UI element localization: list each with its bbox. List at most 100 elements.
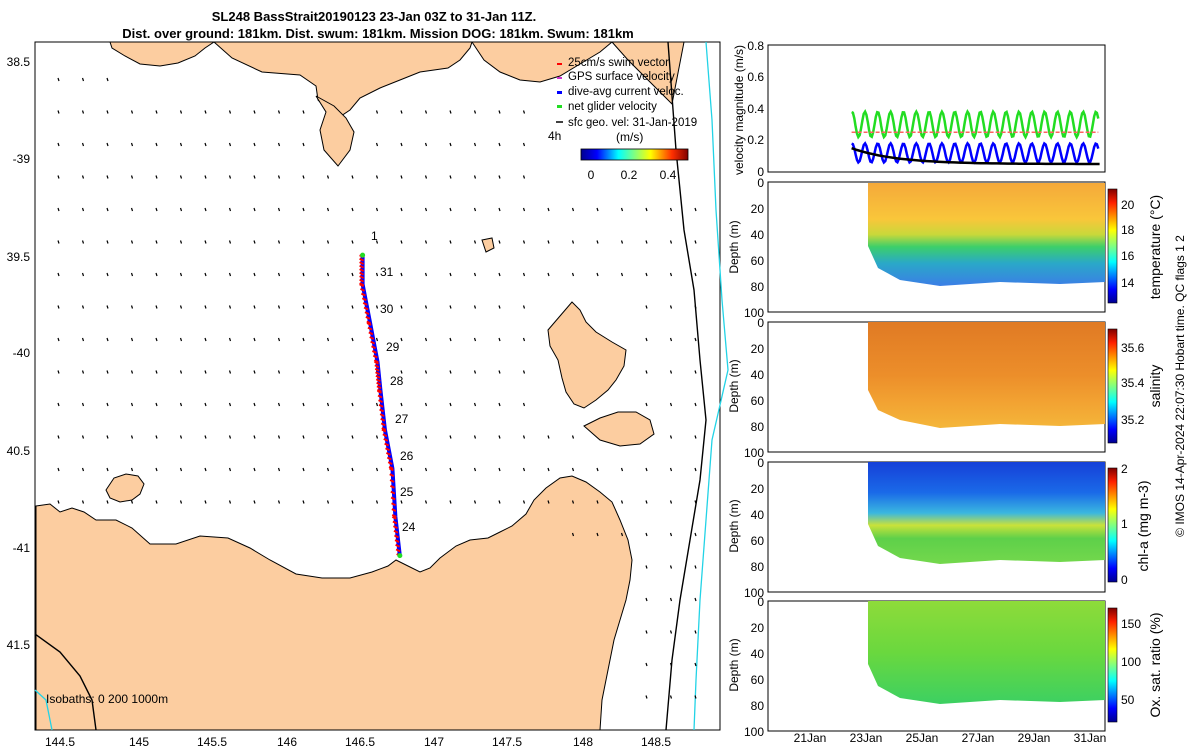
geostrophic-vector	[694, 467, 697, 472]
geostrophic-vector	[253, 175, 256, 179]
y-tick: -41	[13, 541, 31, 555]
geostrophic-vector	[473, 110, 477, 114]
geostrophic-vector	[81, 337, 85, 342]
y-tick: 0.8	[747, 39, 764, 53]
swim-vector	[359, 257, 365, 262]
depth-tick: 20	[751, 342, 765, 356]
swim-vector	[374, 364, 380, 369]
geostrophic-vector	[179, 370, 183, 374]
geostrophic-vector	[179, 435, 183, 439]
geostrophic-vector	[547, 467, 550, 472]
geostrophic-vector	[694, 662, 697, 667]
geostrophic-vector	[522, 207, 526, 212]
isobath-1000m-west	[34, 689, 53, 731]
geostrophic-vector	[106, 240, 109, 244]
time-tick: 29Jan	[1018, 731, 1051, 745]
geostrophic-vector	[204, 305, 207, 309]
geostrophic-vector	[694, 500, 697, 504]
geostrophic-vector	[449, 207, 452, 212]
glider-track	[359, 252, 403, 559]
geostrophic-vector	[424, 467, 428, 472]
map-panel: 1 31 30 29 28 27 26 25 24 25cm/s swim ve…	[7, 41, 729, 749]
y-axis-label: Depth (m)	[727, 638, 741, 691]
geostrophic-vector	[400, 305, 403, 309]
day-label: 30	[380, 302, 394, 316]
geostrophic-vector	[498, 305, 501, 309]
depth-tick: 80	[751, 560, 765, 574]
salinity-panel: 35.2 35.4 35.6 salinity Depth (m)	[727, 321, 1163, 453]
swim-vector	[359, 275, 365, 280]
geostrophic-vector	[57, 435, 60, 439]
geostrophic-vector	[620, 272, 624, 277]
geostrophic-vector	[228, 305, 232, 309]
geostrophic-vector	[571, 532, 575, 537]
geostrophic-vector-field	[57, 77, 697, 699]
swim-vector	[391, 513, 397, 518]
geostrophic-vector	[228, 337, 232, 342]
geostrophic-vector	[571, 435, 575, 439]
geostrophic-vector	[498, 402, 501, 407]
geostrophic-vector	[179, 305, 183, 309]
geostrophic-vector	[669, 370, 673, 374]
swim-vector	[361, 297, 367, 302]
depth-tick: 40	[751, 228, 765, 242]
geostrophic-vector	[424, 305, 428, 309]
swim-vector	[360, 292, 366, 297]
geostrophic-vector	[424, 240, 428, 244]
swim-vector	[375, 378, 381, 383]
swim-vector	[369, 336, 375, 340]
geostrophic-vector	[130, 207, 134, 212]
geostrophic-vector	[57, 467, 60, 472]
cbar-tick: 35.6	[1121, 341, 1145, 355]
geostrophic-vector	[57, 175, 60, 179]
velocity-series-line	[851, 108, 1100, 140]
geostrophic-vector	[277, 402, 281, 407]
geostrophic-vector	[522, 175, 526, 179]
vector-scale-note: 4h	[548, 129, 561, 143]
geostrophic-vector	[57, 305, 60, 309]
geostrophic-vector	[302, 175, 305, 179]
geostrophic-vector	[571, 500, 575, 504]
geostrophic-vector	[351, 467, 354, 472]
swim-vector	[391, 502, 396, 507]
geostrophic-vector	[498, 175, 501, 179]
velocity-series-line	[851, 141, 1100, 165]
geostrophic-vector	[694, 240, 697, 244]
geostrophic-vector	[473, 500, 477, 504]
title-line-1: SL248 BassStrait20190123 23-Jan 03Z to 3…	[212, 9, 536, 24]
y-tick: 40.5	[7, 444, 31, 458]
day-label: 24	[402, 520, 416, 534]
geostrophic-vector	[498, 500, 501, 504]
geostrophic-vector	[473, 175, 477, 179]
geostrophic-vector	[400, 272, 403, 277]
geostrophic-vector	[155, 272, 158, 277]
geostrophic-vector	[694, 402, 697, 407]
geostrophic-vector	[155, 370, 158, 374]
colorbar-tick: 0.4	[660, 168, 677, 182]
depth-tick: 100	[744, 306, 764, 320]
geostrophic-vector	[130, 175, 134, 179]
geostrophic-vector	[473, 402, 477, 407]
geostrophic-vector	[620, 467, 624, 472]
geostrophic-vector	[375, 500, 379, 504]
geostrophic-vector	[155, 207, 158, 212]
geostrophic-vector	[375, 142, 379, 147]
geostrophic-vector	[228, 370, 232, 374]
geostrophic-vector	[645, 565, 648, 569]
isobath-200m	[665, 41, 707, 731]
geostrophic-vector	[326, 207, 330, 212]
geostrophic-vector	[375, 175, 379, 179]
geostrophic-vector	[424, 337, 428, 342]
depth-tick: 20	[751, 621, 765, 635]
land-tasmania	[35, 475, 633, 731]
geostrophic-vector	[400, 110, 403, 114]
geostrophic-vector	[228, 207, 232, 212]
day-label: 1	[371, 229, 378, 243]
geostrophic-vector	[130, 142, 134, 147]
time-tick: 21Jan	[794, 731, 827, 745]
geostrophic-vector	[130, 110, 134, 114]
geostrophic-vector	[424, 142, 428, 147]
geostrophic-vector	[81, 207, 85, 212]
geostrophic-vector	[645, 500, 648, 504]
